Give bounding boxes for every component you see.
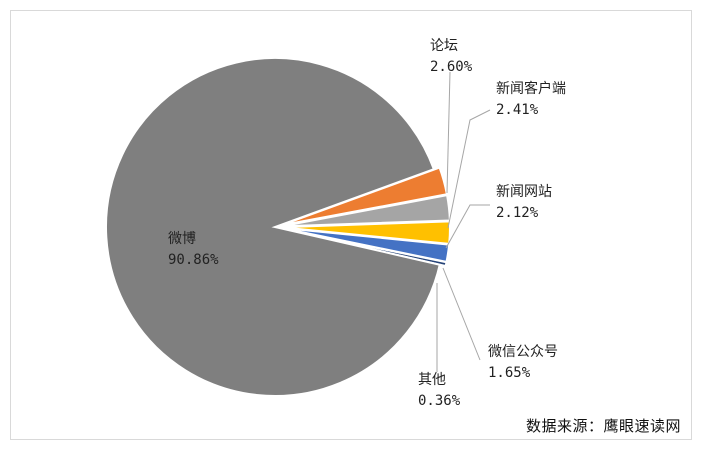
slice-value-2: 2.41% [496, 102, 539, 118]
leader-line-4 [442, 267, 481, 361]
slice-label-4: 微信公众号 [488, 344, 558, 360]
slice-label-5: 其他 [418, 372, 446, 388]
source-note: 数据来源：鹰眼速读网 [525, 417, 681, 435]
leader-line-2 [447, 109, 491, 229]
slice-value-6: 90.86% [168, 252, 219, 268]
leader-line-3 [445, 204, 490, 249]
leader-line-1 [446, 71, 451, 194]
slice-value-5: 0.36% [418, 393, 461, 409]
pie-slice-6 [105, 57, 441, 397]
slice-label-3: 新闻网站 [496, 184, 552, 200]
slice-label-2: 新闻客户端 [496, 80, 566, 97]
slice-label-1: 论坛 [430, 38, 458, 54]
slice-value-1: 2.60% [430, 59, 473, 75]
slice-value-4: 1.65% [488, 365, 531, 381]
slice-value-3: 2.12% [496, 205, 539, 221]
slice-label-6: 微博 [168, 230, 196, 247]
